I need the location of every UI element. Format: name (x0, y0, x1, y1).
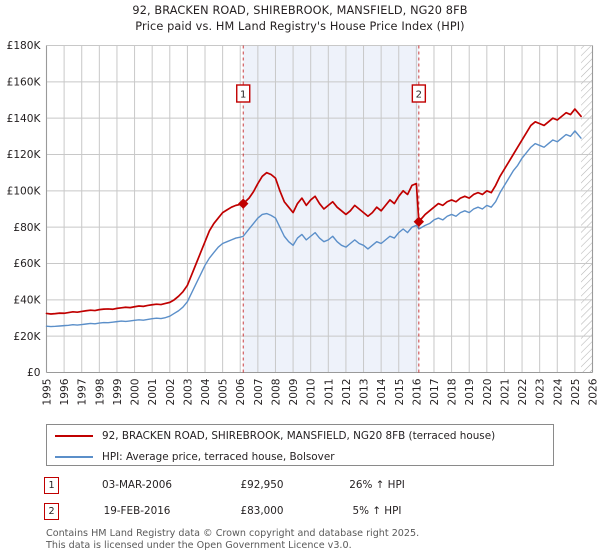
x-axis-tick-label: 2004 (200, 378, 212, 405)
y-axis-tick-label: £140K (7, 113, 42, 125)
chart-legend: 92, BRACKEN ROAD, SHIREBROOK, MANSFIELD,… (46, 424, 554, 466)
x-axis-tick-label: 2020 (482, 378, 494, 405)
x-axis-tick-label: 2005 (218, 379, 230, 406)
transaction-hpi-delta: 5% ↑ HPI (352, 505, 402, 517)
y-axis-tick-label: £100K (7, 186, 42, 198)
x-axis-tick-label: 2011 (323, 379, 335, 406)
legend-item-hpi: HPI: Average price, terraced house, Bols… (47, 446, 553, 467)
x-axis-tick-label: 2002 (165, 379, 177, 406)
sale-point-marker (238, 198, 249, 209)
x-axis-tick-label: 1999 (112, 379, 124, 406)
transaction-date: 19-FEB-2016 (103, 505, 171, 517)
table-row: 1 03-MAR-2006 £92,950 26% ↑ HPI (44, 472, 564, 498)
y-axis-tick-label: £60K (13, 258, 41, 270)
sale-period-band (243, 45, 419, 373)
x-axis-tick-label: 1997 (77, 379, 89, 406)
x-axis-tick-label: 2000 (130, 378, 142, 405)
legend-swatch-hpi (55, 455, 93, 458)
series-line-price-paid (45, 108, 582, 315)
legend-item-price-paid: 92, BRACKEN ROAD, SHIREBROOK, MANSFIELD,… (47, 425, 553, 446)
title-line-1: 92, BRACKEN ROAD, SHIREBROOK, MANSFIELD,… (132, 4, 468, 17)
series-line-hpi (45, 130, 582, 328)
legend-label-hpi: HPI: Average price, terraced house, Bols… (102, 450, 335, 463)
sale-marker-badge-label: 1 (240, 89, 246, 100)
x-axis-tick-label: 2008 (270, 378, 282, 405)
sale-point-marker (413, 216, 425, 227)
transaction-price: £92,950 (240, 479, 284, 491)
x-axis-tick-label: 2023 (535, 379, 547, 406)
x-axis-tick-label: 2014 (376, 378, 388, 405)
x-axis-tick-label: 2015 (394, 379, 406, 406)
x-axis-tick-label: 2009 (288, 379, 300, 406)
x-axis-tick-label: 2007 (253, 379, 265, 406)
page-title: 92, BRACKEN ROAD, SHIREBROOK, MANSFIELD,… (0, 3, 600, 34)
x-axis-tick-label: 2001 (147, 379, 159, 406)
provisional-data-region (581, 45, 593, 373)
y-axis-tick-label: £20K (13, 331, 41, 343)
sale-marker-badge (411, 84, 427, 103)
footer-line-1: Contains HM Land Registry data © Crown c… (46, 528, 420, 539)
y-axis-tick-label: £120K (7, 149, 42, 161)
y-axis-tick-label: £80K (13, 222, 41, 234)
y-axis-tick-label: £180K (7, 40, 42, 52)
transaction-price: £83,000 (240, 505, 284, 517)
transaction-date: 03-MAR-2006 (101, 479, 173, 491)
x-axis-tick-label: 2021 (499, 379, 511, 406)
x-axis-tick-label: 2016 (411, 378, 423, 405)
status-badge: 2 (44, 502, 59, 520)
x-axis-tick-label: 2003 (182, 379, 194, 406)
status-badge: 1 (44, 476, 59, 494)
table-row: 2 19-FEB-2016 £83,000 5% ↑ HPI (44, 498, 564, 524)
y-axis-tick-label: £40K (13, 295, 41, 307)
footer-line-2: This data is licensed under the Open Gov… (46, 539, 352, 551)
price-history-chart: £0 £20K £40K £60K £80K £100K £120K £140K £160K £1… (7, 40, 600, 406)
x-axis-tick-label: 2024 (552, 378, 564, 405)
x-axis-tick-label: 2025 (570, 379, 582, 406)
x-axis-tick-label: 1995 (42, 379, 54, 406)
x-axis-tick-label: 2019 (464, 379, 476, 406)
x-axis-tick-label: 2010 (306, 378, 318, 405)
attribution-footer: Contains HM Land Registry data © Crown c… (46, 528, 576, 551)
x-axis-tick-label: 2018 (447, 378, 459, 405)
chart-svg: £0 £20K £40K £60K £80K £100K £120K £140K £160K £1… (7, 40, 600, 406)
transactions-table: 1 03-MAR-2006 £92,950 26% ↑ HPI 2 19-FEB… (44, 472, 564, 524)
sale-marker-badge (236, 84, 251, 103)
x-axis-tick-label: 1998 (94, 378, 106, 405)
x-axis-tick-label: 2013 (359, 379, 371, 406)
x-axis-tick-label: 2026 (588, 378, 600, 405)
sale-marker-badge-label: 2 (416, 89, 422, 100)
x-axis-tick-label: 2017 (429, 379, 441, 406)
x-axis-tick-label: 2006 (235, 378, 247, 405)
x-axis-tick-label: 2012 (341, 379, 353, 406)
y-axis-tick-label: £160K (7, 77, 42, 89)
legend-swatch-price-paid (55, 434, 93, 437)
x-axis-tick-label: 2022 (517, 379, 529, 406)
transaction-hpi-delta: 26% ↑ HPI (349, 479, 405, 491)
legend-label-price-paid: 92, BRACKEN ROAD, SHIREBROOK, MANSFIELD,… (102, 429, 496, 442)
x-axis-tick-label: 1996 (59, 378, 71, 405)
y-axis-tick-label: £0 (27, 367, 41, 379)
title-line-2: Price paid vs. HM Land Registry's House … (135, 19, 465, 33)
